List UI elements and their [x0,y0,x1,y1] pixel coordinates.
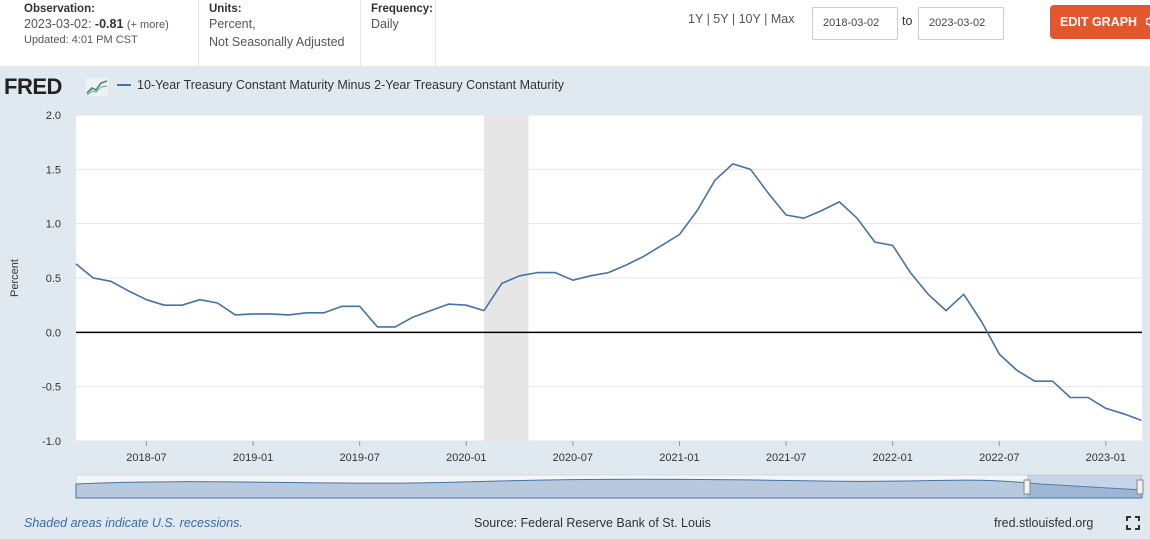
units-line-1: Percent, [209,17,256,31]
range-sep: | [706,12,710,26]
observation-date: 2023-03-02: [24,17,92,31]
navigator-handle-right [1136,479,1144,495]
chart-legend[interactable]: 10-Year Treasury Constant Maturity Minus… [117,78,564,92]
units-block: Units: Percent, Not Seasonally Adjusted [198,0,358,66]
y-tick-label: -0.5 [42,382,61,394]
y-tick-label: 2.0 [46,110,61,122]
x-tick-label: 2019-07 [339,452,379,464]
top-info-bar: Observation: 2023-03-02: -0.81 (+ more) … [0,0,1150,66]
range-sep: | [764,12,768,26]
y-tick-label: 0.0 [46,327,61,339]
range-sep: | [731,12,736,26]
edit-graph-button[interactable]: EDIT GRAPH [1050,5,1150,39]
observation-value: -0.81 [94,17,124,31]
y-tick-label: -1.0 [42,436,61,448]
edit-graph-label: EDIT GRAPH [1060,15,1138,29]
y-tick-label: 0.5 [46,273,61,285]
x-tick-label: 2020-07 [553,452,593,464]
frequency-heading: Frequency: [371,3,433,15]
updated-time: Updated: 4:01 PM CST [24,34,138,46]
x-tick-label: 2021-07 [766,452,806,464]
navigator-handle-left [1023,479,1031,495]
series-line [75,163,1142,422]
x-tick-label: 2023-01 [1086,452,1126,464]
range-selector: 1Y | 5Y | 10Y | Max [688,12,794,26]
x-tick-label: 2018-07 [126,452,166,464]
x-tick-label: 2020-01 [446,452,486,464]
fred-logo-chart-icon [86,78,108,96]
fred-logo[interactable]: FRED [4,74,62,99]
y-axis-label: Percent [9,259,21,297]
chart-canvas[interactable]: 2.0 1.5 1.0 0.5 0.0 -0.5 -1.0 2018-07 2019-01 201… [0,66,1150,539]
to-label: to [902,14,913,28]
more-link[interactable]: (+ more) [126,19,169,31]
legend-label: 10-Year Treasury Constant Maturity Minus… [137,78,565,92]
y-tick-label: 1.5 [46,164,61,176]
range-5y[interactable]: 5Y [713,12,729,26]
source-text: Source: Federal Reserve Bank of St. Loui… [474,516,711,530]
units-heading: Units: [209,3,242,15]
chart-frame: 2.0 1.5 1.0 0.5 0.0 -0.5 -1.0 2018-07 2019-01 201… [0,66,1150,539]
range-1y[interactable]: 1Y [688,12,704,26]
fullscreen-icon[interactable] [1126,516,1140,530]
observation-block: Observation: 2023-03-02: -0.81 (+ more) … [24,0,194,66]
start-date-input[interactable]: 2018-03-02 [812,7,898,40]
frequency-block: Frequency: Daily [360,0,436,66]
navigator-series [75,478,1143,499]
x-tick-label: 2022-01 [872,452,912,464]
gear-icon [1145,16,1150,27]
y-tick-label: 1.0 [46,219,61,231]
frequency-value: Daily [371,17,399,31]
x-tick-label: 2021-01 [659,452,699,464]
x-tick-label: 2019-01 [233,452,273,464]
range-10y[interactable]: 10Y [738,12,761,26]
x-tick-label: 2022-07 [979,452,1019,464]
site-link[interactable]: fred.stlouisfed.org [994,516,1094,530]
range-max[interactable]: Max [770,12,795,26]
end-date-input[interactable]: 2023-03-02 [918,7,1004,40]
observation-heading: Observation: [24,3,95,15]
legend-swatch [117,84,131,86]
recession-note: Shaded areas indicate U.S. recessions. [24,516,243,530]
units-line-2: Not Seasonally Adjusted [209,35,345,49]
navigator-selection [1027,475,1142,498]
